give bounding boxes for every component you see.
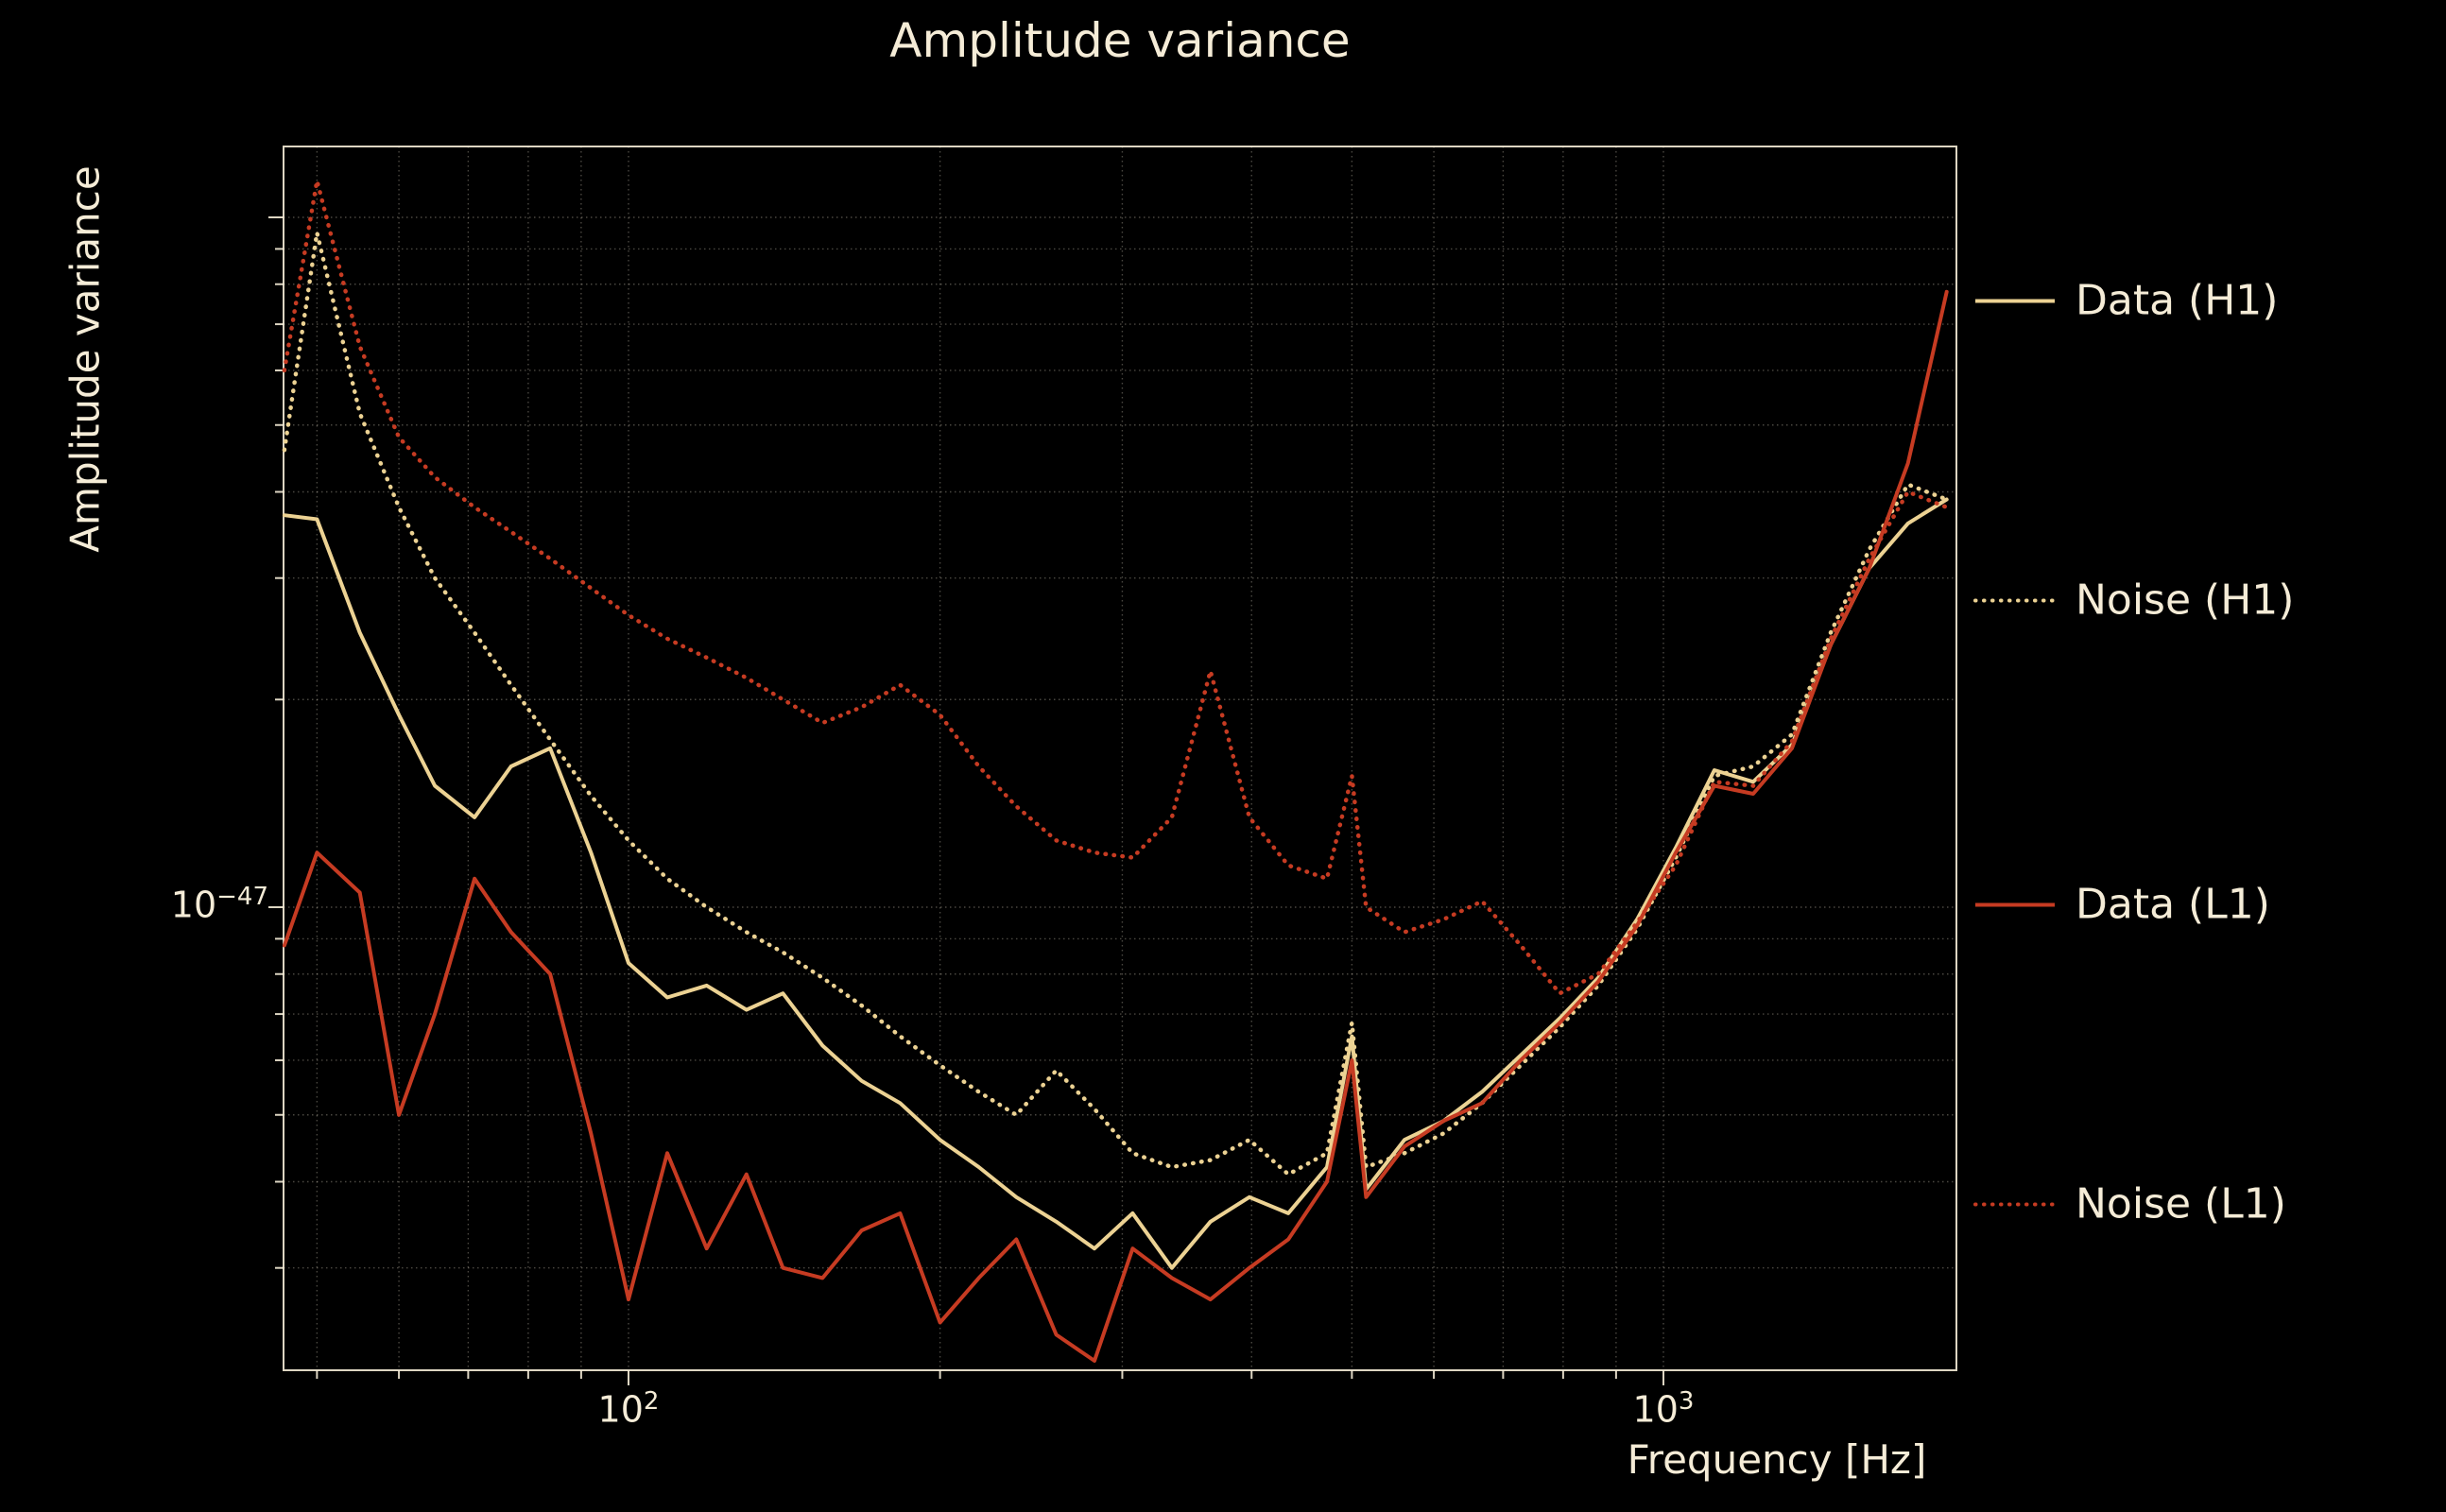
y-axis-label: Amplitude variance: [61, 165, 109, 553]
chart-title: Amplitude variance: [889, 13, 1351, 68]
legend-line-sample-data-l1-icon: [1975, 902, 2055, 906]
legend-line-sample-noise-l1-icon: [1973, 1202, 2057, 1206]
legend-label-data-h1: Data (H1): [2076, 276, 2279, 325]
x-axis-label: Frequency [Hz]: [1627, 1436, 1927, 1483]
y-tick-label-1e-47: 10−47: [170, 883, 268, 926]
legend-entry-data-l1: Data (L1): [1973, 881, 2270, 929]
x-tick-label-100: 102: [597, 1387, 660, 1431]
legend-label-noise-l1: Noise (L1): [2076, 1179, 2286, 1228]
legend-entry-noise-h1: Noise (H1): [1973, 576, 2294, 625]
x-tick-label-1000: 103: [1632, 1387, 1695, 1431]
legend-entry-noise-l1: Noise (L1): [1973, 1180, 2286, 1228]
legend-line-sample-data-h1-icon: [1975, 299, 2055, 302]
legend-entry-data-h1: Data (H1): [1973, 277, 2278, 325]
legend-label-data-l1: Data (L1): [2076, 880, 2270, 929]
legend-line-sample-noise-h1-icon: [1973, 598, 2057, 602]
legend: Data (H1) Noise (H1) Data (L1) Noise (L1…: [1973, 0, 2446, 1512]
legend-label-noise-h1: Noise (H1): [2076, 576, 2295, 625]
